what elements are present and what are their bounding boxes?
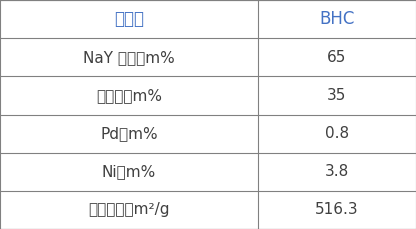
Text: 516.3: 516.3: [315, 202, 359, 217]
Text: 氧化铝，m%: 氧化铝，m%: [96, 88, 162, 103]
Text: 比表面积，m²/g: 比表面积，m²/g: [88, 202, 170, 217]
Text: 3.8: 3.8: [325, 164, 349, 179]
Text: BHC: BHC: [319, 10, 355, 28]
Text: 0.8: 0.8: [325, 126, 349, 141]
Text: 催化剂: 催化剂: [114, 10, 144, 28]
Text: Ni，m%: Ni，m%: [102, 164, 156, 179]
Text: 65: 65: [327, 50, 347, 65]
Text: NaY 沸石，m%: NaY 沸石，m%: [83, 50, 175, 65]
Text: Pd，m%: Pd，m%: [100, 126, 158, 141]
Text: 35: 35: [327, 88, 347, 103]
